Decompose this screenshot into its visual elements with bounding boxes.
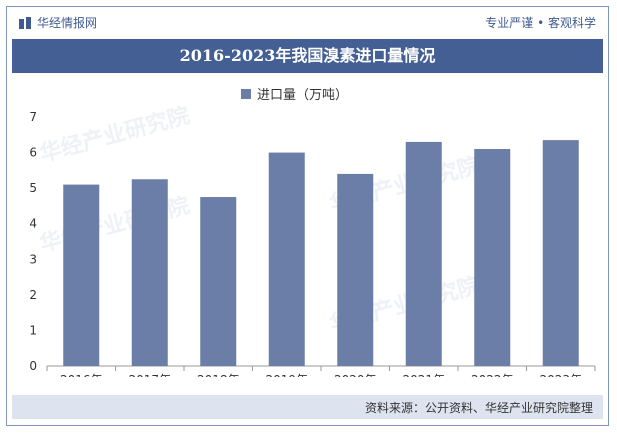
y-tick-label: 6 [29, 146, 37, 160]
bar [337, 173, 374, 366]
bar [63, 184, 100, 366]
legend-label: 进口量（万吨） [257, 88, 348, 103]
slogan: 专业严谨 • 客观科学 [485, 16, 596, 30]
brand[interactable]: 华经情报网 [19, 14, 97, 31]
bar [200, 197, 237, 366]
x-tick-label: 2021年 [402, 373, 445, 377]
x-tick-label: 2016年 [60, 373, 103, 377]
x-tick-label: 2019年 [265, 373, 308, 377]
chart-title: 2016-2023年我国溴素进口量情况 [12, 39, 603, 73]
y-tick-label: 2 [29, 288, 37, 302]
source-note: 资料来源：公开资料、华经产业研究院整理 [364, 401, 593, 415]
header-bar: 华经情报网 专业严谨 • 客观科学 [7, 7, 608, 37]
legend-swatch [241, 89, 251, 99]
bar-chart: 进口量（万吨） 0 1 2 3 4 5 6 7 2016年 2017年 2018年 2019年 2020年… [29, 88, 596, 377]
y-tick-label: 4 [29, 217, 37, 231]
bar [268, 152, 305, 366]
x-tick-label: 2018年 [197, 373, 240, 377]
y-tick-label: 5 [29, 181, 37, 195]
y-tick-label: 1 [29, 323, 37, 337]
bar-logo-icon [19, 17, 31, 29]
bar [542, 140, 579, 366]
x-tick-label: 2022年 [471, 373, 514, 377]
chart-frame: 华经情报网 专业严谨 • 客观科学 2016-2023年我国溴素进口量情况 华经… [6, 6, 609, 426]
x-tick-label: 2023年 [539, 373, 582, 377]
x-tick-label: 2017年 [128, 373, 171, 377]
footer-bar: 资料来源：公开资料、华经产业研究院整理 [12, 395, 603, 419]
bar [474, 149, 511, 366]
bar [131, 179, 168, 366]
y-tick-label: 0 [29, 359, 37, 373]
bar [405, 141, 442, 366]
y-tick-label: 7 [29, 110, 37, 124]
y-tick-label: 3 [29, 252, 37, 266]
brand-name: 华经情报网 [37, 16, 98, 30]
x-tick-label: 2020年 [334, 373, 377, 377]
